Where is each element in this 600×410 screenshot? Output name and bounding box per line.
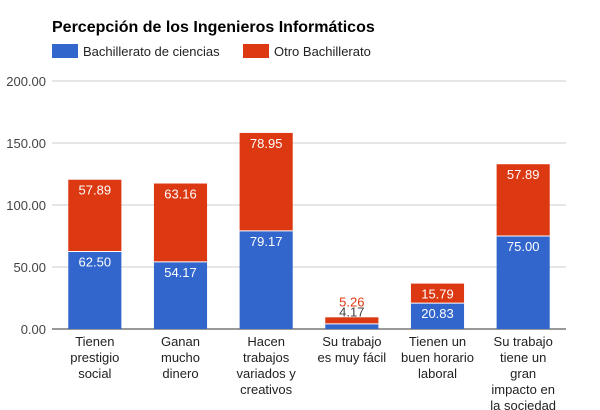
bar-5-series-1 <box>496 164 550 236</box>
bar-3-series-1 <box>325 317 379 324</box>
data-label-2-series-0: 79.17 <box>250 234 283 249</box>
legend-swatch-series-1 <box>243 44 269 58</box>
data-label-3-series-0: 4.17 <box>339 304 364 319</box>
x-axis-categories: Tienen prestigio social Ganan mucho dinero Hac… <box>70 334 556 410</box>
x-category-line: Su trabajo <box>322 334 381 349</box>
x-category-line: es muy fácil <box>318 350 387 365</box>
bar-4-series-0 <box>410 303 465 329</box>
x-category-label-0: Tienen prestigio social <box>70 334 119 381</box>
x-category-line: buen horario <box>401 350 474 365</box>
legend: Bachillerato de ciencias Otro Bachillera… <box>52 44 371 59</box>
bar-0-series-0 <box>68 251 122 329</box>
x-category-line: creativos <box>240 382 293 397</box>
x-category-line: Su trabajo <box>494 334 553 349</box>
y-tick-label: 0.00 <box>21 322 46 337</box>
y-tick-label: 50.00 <box>13 260 46 275</box>
x-category-line: dinero <box>162 366 198 381</box>
x-category-label-1: Ganan mucho dinero <box>161 334 200 381</box>
y-axis-ticks: 0.00 50.00 100.00 150.00 200.00 <box>6 74 46 337</box>
x-category-line: laboral <box>418 366 457 381</box>
bar-4-series-1 <box>410 283 465 304</box>
y-tick-label: 200.00 <box>6 74 46 89</box>
x-category-line: Ganan <box>161 334 200 349</box>
data-label-4-series-1: 15.79 <box>421 287 454 302</box>
x-category-line: social <box>78 366 111 381</box>
data-label-4-series-0: 20.83 <box>421 306 454 321</box>
legend-label-series-1: Otro Bachillerato <box>274 44 371 59</box>
data-label-1-series-1: 63.16 <box>164 187 197 202</box>
data-label-5-series-0: 75.00 <box>507 239 540 254</box>
x-category-line: gran <box>510 366 536 381</box>
data-label-2-series-1: 78.95 <box>250 136 283 151</box>
bar-0-series-1 <box>68 179 122 252</box>
x-category-line: impacto en <box>491 382 555 397</box>
data-label-0-series-1: 57.89 <box>79 183 112 198</box>
legend-label-series-0: Bachillerato de ciencias <box>83 44 220 59</box>
bar-2-series-1 <box>239 132 293 231</box>
x-category-line: Hacen <box>247 334 285 349</box>
x-category-line: tiene un <box>500 350 546 365</box>
x-category-line: Tienen <box>75 334 114 349</box>
chart-title: Percepción de los Ingenieros Informático… <box>52 19 375 36</box>
bar-2-series-0 <box>239 230 293 329</box>
x-category-line: variados y <box>237 366 297 381</box>
x-category-label-3: Su trabajo es muy fácil <box>318 334 387 365</box>
data-label-0-series-0: 62.50 <box>79 255 112 270</box>
data-label-1-series-0: 54.17 <box>164 265 197 280</box>
bars <box>68 132 550 329</box>
x-category-label-2: Hacen trabajos variados y creativos <box>237 334 297 397</box>
x-category-line: mucho <box>161 350 200 365</box>
data-labels: 62.50 57.89 54.17 63.16 79.17 78.95 4.175.26 20… <box>79 136 540 321</box>
x-category-line: la sociedad <box>490 398 556 410</box>
y-tick-label: 150.00 <box>6 136 46 151</box>
bar-3-series-0 <box>325 323 379 329</box>
x-category-label-5: Su trabajo tiene un gran impacto en la socie… <box>490 334 556 410</box>
x-category-line: prestigio <box>70 350 119 365</box>
data-label-5-series-1: 57.89 <box>507 167 540 182</box>
legend-swatch-series-0 <box>52 44 78 58</box>
bar-1-series-1 <box>153 183 208 262</box>
x-category-line: trabajos <box>243 350 290 365</box>
data-label-3-series-1: 5.26 <box>339 294 364 309</box>
bar-1-series-0 <box>153 261 208 329</box>
y-tick-label: 100.00 <box>6 198 46 213</box>
gridlines <box>52 80 566 330</box>
x-category-label-4: Tienen un buen horario laboral <box>401 334 474 381</box>
x-category-line: Tienen un <box>409 334 466 349</box>
bar-5-series-0 <box>496 236 550 329</box>
